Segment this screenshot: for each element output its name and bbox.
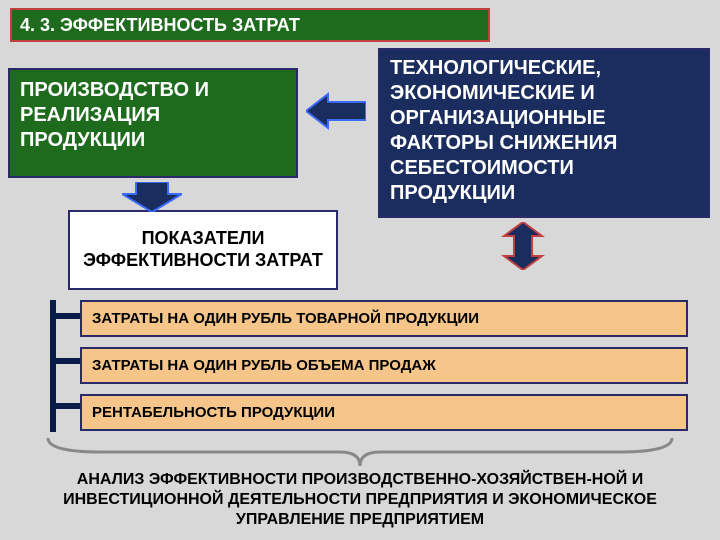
list-connector [56, 358, 80, 364]
footer-text-block: АНАЛИЗ ЭФФЕКТИВНОСТИ ПРОИЗВОДСТВЕННО-ХОЗ… [30, 470, 690, 530]
brace-icon [40, 438, 680, 466]
arrow-double-icon [500, 222, 546, 270]
list-item-label: ЗАТРАТЫ НА ОДИН РУБЛЬ ОБЪЕМА ПРОДАЖ [92, 357, 436, 374]
list-item-label: РЕНТАБЕЛЬНОСТЬ ПРОДУКЦИИ [92, 404, 335, 421]
indicators-box: ПОКАЗАТЕЛИ ЭФФЕКТИВНОСТИ ЗАТРАТ [68, 210, 338, 290]
arrow-down-icon [122, 182, 182, 212]
factors-box: ТЕХНОЛОГИЧЕСКИЕ, ЭКОНОМИЧЕСКИЕ И ОРГАНИЗ… [378, 48, 710, 218]
list-tree-bar [50, 300, 56, 432]
footer-text: АНАЛИЗ ЭФФЕКТИВНОСТИ ПРОИЗВОДСТВЕННО-ХОЗ… [63, 471, 657, 528]
section-header: 4. 3. ЭФФЕКТИВНОСТЬ ЗАТРАТ [10, 8, 490, 42]
section-title: 4. 3. ЭФФЕКТИВНОСТЬ ЗАТРАТ [20, 15, 300, 36]
list-connector [56, 403, 80, 409]
list-item: ЗАТРАТЫ НА ОДИН РУБЛЬ ОБЪЕМА ПРОДАЖ [80, 347, 688, 384]
production-box: ПРОИЗВОДСТВО И РЕАЛИЗАЦИЯ ПРОДУКЦИИ [8, 68, 298, 178]
indicator-list: ЗАТРАТЫ НА ОДИН РУБЛЬ ТОВАРНОЙ ПРОДУКЦИИ… [50, 300, 688, 441]
arrow-left-icon [306, 90, 366, 132]
list-connector [56, 313, 80, 319]
list-item-label: ЗАТРАТЫ НА ОДИН РУБЛЬ ТОВАРНОЙ ПРОДУКЦИИ [92, 310, 479, 327]
list-item: ЗАТРАТЫ НА ОДИН РУБЛЬ ТОВАРНОЙ ПРОДУКЦИИ [80, 300, 688, 337]
factors-text: ТЕХНОЛОГИЧЕСКИЕ, ЭКОНОМИЧЕСКИЕ И ОРГАНИЗ… [390, 57, 617, 204]
list-item: РЕНТАБЕЛЬНОСТЬ ПРОДУКЦИИ [80, 394, 688, 431]
production-text: ПРОИЗВОДСТВО И РЕАЛИЗАЦИЯ ПРОДУКЦИИ [20, 79, 209, 151]
indicators-text: ПОКАЗАТЕЛИ ЭФФЕКТИВНОСТИ ЗАТРАТ [80, 228, 326, 271]
